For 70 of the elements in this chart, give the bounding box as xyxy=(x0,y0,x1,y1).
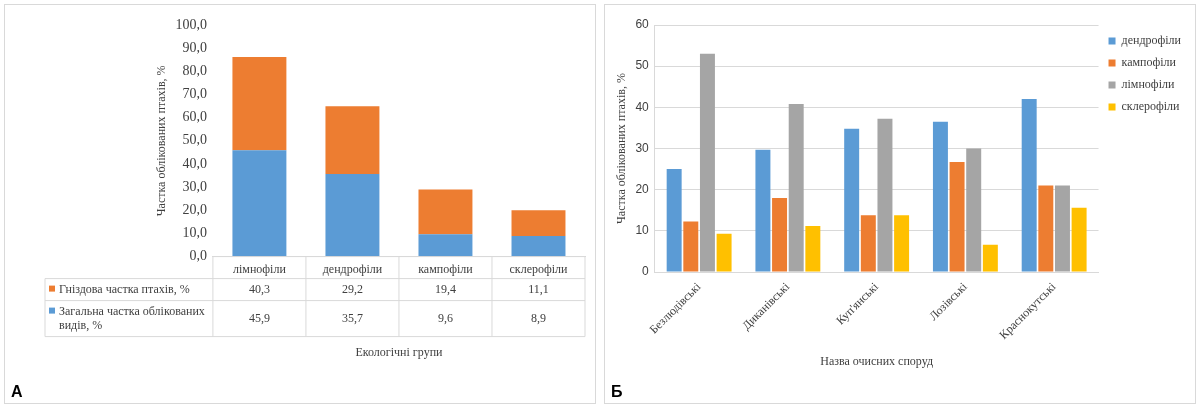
x-tick-label: дендрофіли xyxy=(322,261,383,276)
bar xyxy=(716,233,732,272)
bar xyxy=(232,150,287,257)
bar xyxy=(949,162,965,272)
y-tick-label: 50,0 xyxy=(182,132,207,148)
y-axis-title: Частка облікованих птахів, % xyxy=(614,73,629,224)
bar xyxy=(772,197,788,272)
bar xyxy=(1038,185,1054,272)
y-tick-label: 80,0 xyxy=(182,62,207,78)
y-tick-label: 10,0 xyxy=(182,225,207,241)
bar xyxy=(755,149,771,272)
data-label: 40,3 xyxy=(248,281,270,296)
bar xyxy=(511,235,566,257)
bar xyxy=(699,53,715,272)
bar xyxy=(982,244,998,272)
y-tick-label: 100,0 xyxy=(175,16,207,32)
y-tick-label: 60,0 xyxy=(182,109,207,125)
bar xyxy=(683,221,699,272)
y-axis-title: Частка облікованих птахів, % xyxy=(154,65,169,217)
y-tick-label: 90,0 xyxy=(182,39,207,55)
bar xyxy=(788,104,804,272)
legend-label: дендрофіли xyxy=(1121,33,1182,48)
bar xyxy=(325,173,380,257)
legend-label: Гніздова частка птахів, % xyxy=(59,281,190,296)
y-tick-label: 40,0 xyxy=(182,155,207,171)
bar xyxy=(860,215,876,272)
bar xyxy=(1054,185,1070,272)
legend-label: лімнофіли xyxy=(1121,77,1175,92)
y-tick-label: 0 xyxy=(642,264,650,279)
data-label: 8,9 xyxy=(530,310,546,325)
bar xyxy=(932,121,948,272)
text: Б xyxy=(611,383,623,401)
data-label: 45,9 xyxy=(248,310,270,325)
y-tick-label: 0,0 xyxy=(189,248,207,264)
data-label: 35,7 xyxy=(341,310,363,325)
bar xyxy=(966,148,982,272)
x-axis-title: Екологічні групи xyxy=(355,344,444,359)
y-tick-label: 30 xyxy=(635,140,650,155)
y-tick-label: 30,0 xyxy=(182,178,207,194)
y-tick-label: 70,0 xyxy=(182,86,207,102)
legend-label: Загальна частка облікованих видів, % xyxy=(59,303,205,332)
bar xyxy=(894,215,910,272)
data-label: 29,2 xyxy=(341,281,363,296)
data-label: 11,1 xyxy=(528,281,549,296)
x-tick-label: кампофіли xyxy=(418,261,474,276)
y-tick-label: 10 xyxy=(635,223,650,238)
bar xyxy=(325,106,380,174)
y-tick-label: 40 xyxy=(635,99,650,114)
y-tick-label: 50 xyxy=(635,58,650,73)
bar xyxy=(511,210,566,236)
text: А xyxy=(11,383,23,401)
y-tick-label: 60 xyxy=(635,17,650,32)
bar xyxy=(418,234,473,257)
bar xyxy=(844,128,860,272)
y-tick-label: 20,0 xyxy=(182,201,207,217)
bar xyxy=(1071,207,1087,272)
legend-label: кампофіли xyxy=(1121,55,1177,70)
data-label: 9,6 xyxy=(437,310,453,325)
x-axis-title: Назва очисних споруд xyxy=(820,353,934,368)
bar xyxy=(1021,99,1037,272)
bar xyxy=(666,169,682,272)
bar xyxy=(418,189,473,235)
y-tick-label: 20 xyxy=(635,182,650,196)
bar xyxy=(805,225,821,272)
bar xyxy=(877,118,893,272)
data-label: 19,4 xyxy=(434,281,456,296)
legend-label: склерофіли xyxy=(1121,99,1181,114)
bar xyxy=(232,56,287,151)
x-tick-label: склерофіли xyxy=(509,261,569,276)
x-tick-label: лімнофіли xyxy=(232,261,287,276)
